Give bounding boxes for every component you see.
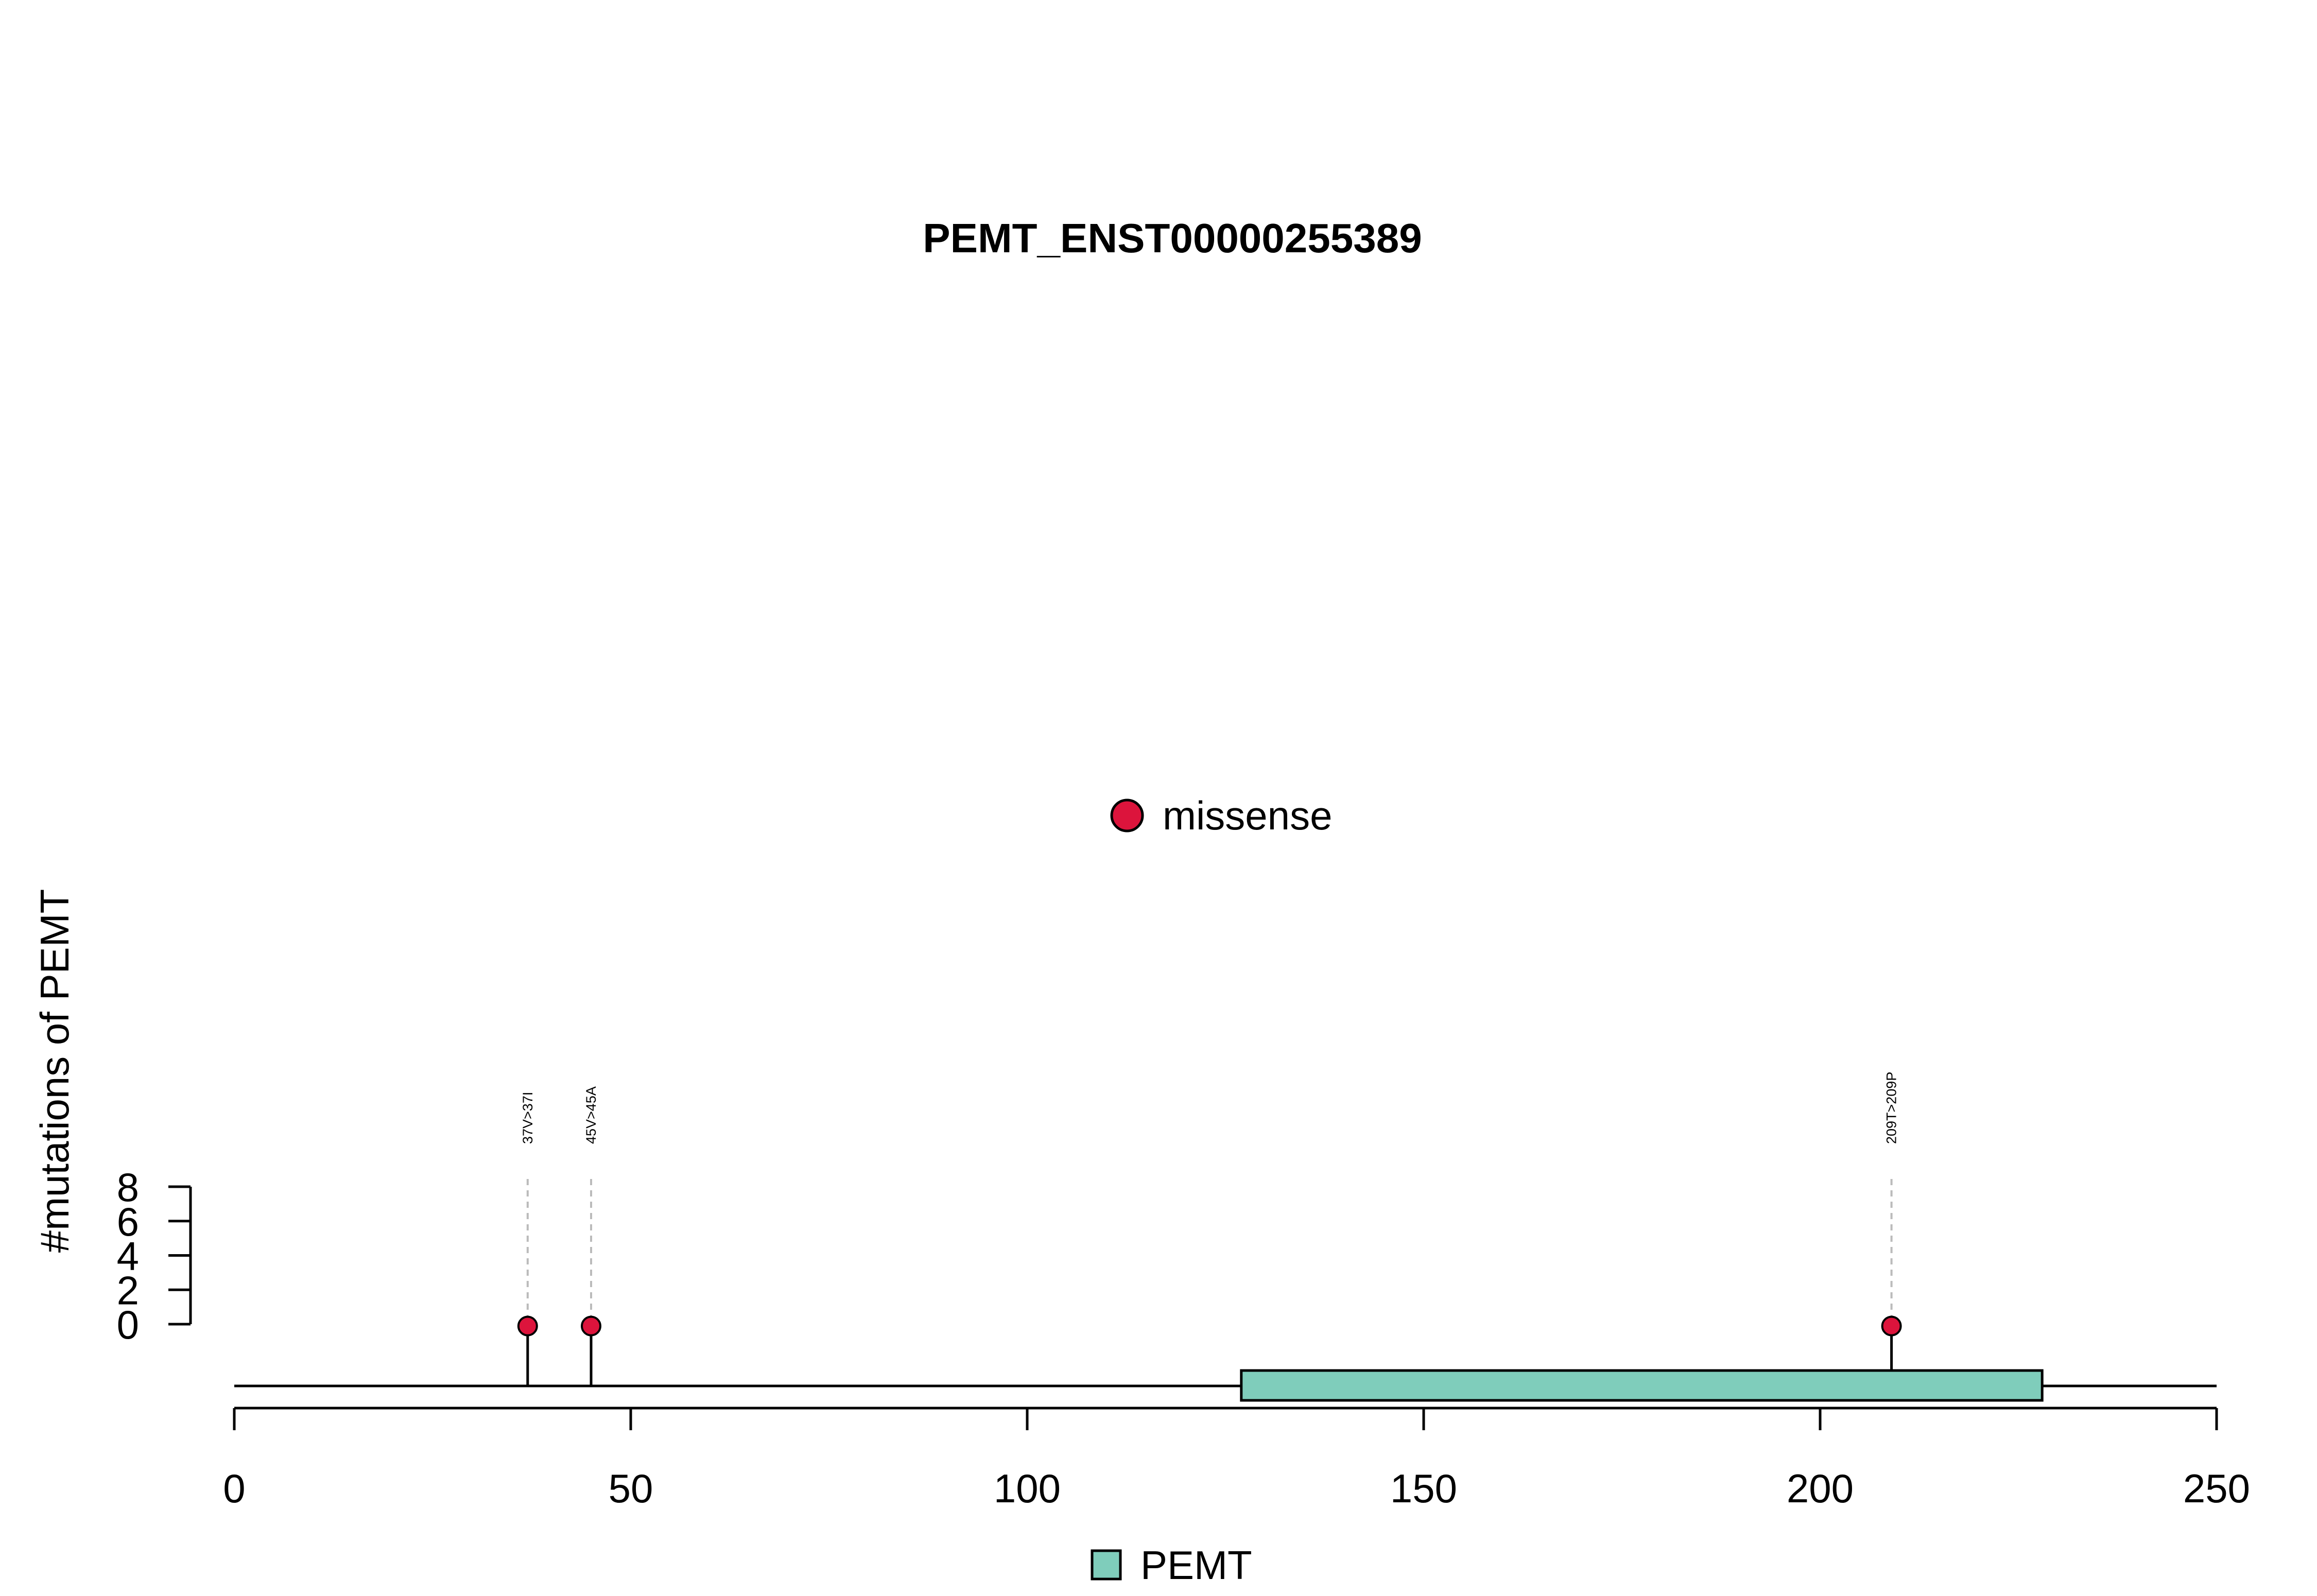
- domain-box: [1240, 1369, 2044, 1402]
- y-tick-label: 4: [117, 1234, 139, 1279]
- y-tick-label: 2: [117, 1268, 139, 1313]
- y-tick-label: 8: [117, 1165, 139, 1210]
- mutation-stems: [526, 1179, 1893, 1386]
- mutation-label: 209T>209P: [1884, 1072, 1899, 1144]
- legend-domain-swatch: [1091, 1549, 1122, 1581]
- x-tick-label: 200: [1787, 1466, 1854, 1511]
- domain-legend: PEMT: [1091, 1542, 1252, 1588]
- legend-missense-label: missense: [1163, 793, 1332, 838]
- mutation-label: 37V>37I: [520, 1092, 535, 1144]
- x-tick-label: 100: [994, 1466, 1061, 1511]
- x-tick-label: 150: [1390, 1466, 1457, 1511]
- mutation-legend: missense: [1110, 793, 1332, 838]
- y-tick-label: 6: [117, 1199, 139, 1244]
- mutation-point: [517, 1315, 538, 1337]
- x-tick-label: 0: [223, 1466, 245, 1511]
- domain-boxes: [1240, 1369, 2044, 1402]
- chart-title: PEMT_ENST00000255389: [923, 215, 1422, 261]
- x-tick-label: 250: [2183, 1466, 2250, 1511]
- y-axis-label: #mutations of PEMT: [32, 889, 77, 1253]
- legend-missense-marker: [1110, 799, 1144, 832]
- mutation-point: [581, 1315, 601, 1337]
- legend-domain-label: PEMT: [1140, 1542, 1252, 1588]
- mutation-point: [1881, 1315, 1902, 1337]
- y-tick-label: 0: [117, 1302, 139, 1347]
- mutation-heads: 37V>37I 45V>45A 209T>209P: [517, 1072, 1902, 1337]
- x-tick-label: 50: [609, 1466, 653, 1511]
- mutation-label: 45V>45A: [583, 1086, 599, 1144]
- x-axis: 0 50 100 150 200 250: [223, 1407, 2250, 1511]
